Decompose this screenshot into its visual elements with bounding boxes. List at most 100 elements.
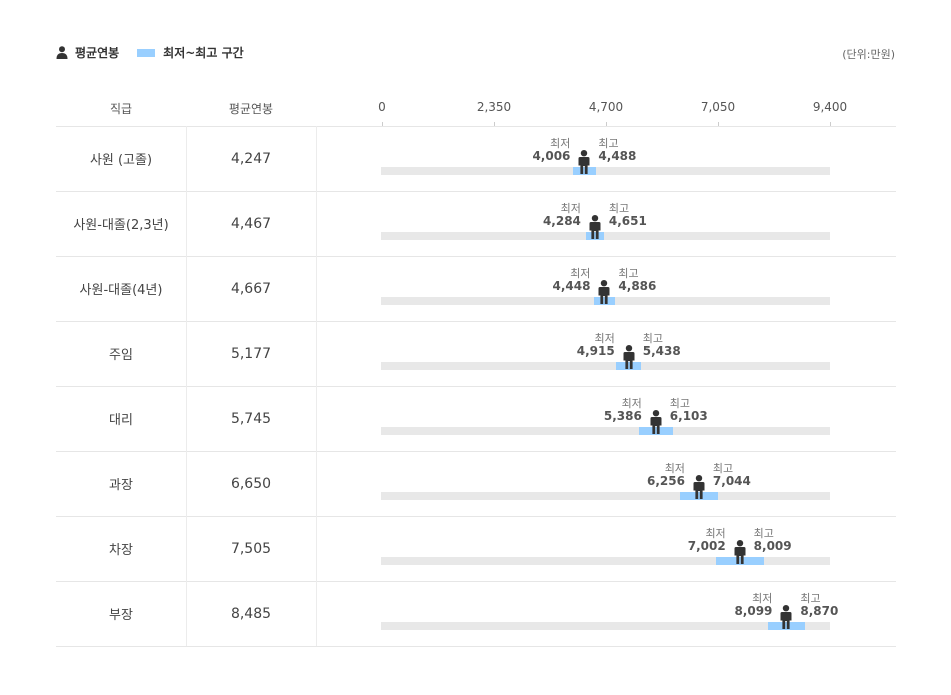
- avg-salary-value: 4,667: [230, 280, 272, 297]
- range-track: [381, 167, 830, 175]
- x-tick-mark: [606, 122, 607, 127]
- max-value: 4,651: [608, 214, 647, 228]
- min-caption: 최저: [752, 592, 773, 605]
- max-label: 최고 4,886: [618, 267, 656, 293]
- legend: 평균연봉 최저~최고 구간: [56, 44, 262, 61]
- range-track: [381, 557, 830, 565]
- avg-marker-person-icon: [777, 605, 795, 629]
- min-caption: 최저: [621, 397, 642, 410]
- avg-marker-person-icon: [690, 475, 708, 499]
- range-bar: [616, 362, 642, 370]
- column-divider: [316, 126, 317, 646]
- rank-label: 사원-대졸(4년): [79, 283, 163, 298]
- min-label: 최저 7,002: [688, 527, 726, 553]
- avg-marker-person-icon: [731, 540, 749, 564]
- legend-item-avg: 평균연봉: [56, 44, 119, 61]
- rank-label: 사원 (고졸): [89, 153, 153, 168]
- min-value: 4,448: [552, 279, 591, 293]
- unit-label: (단위:만원): [842, 48, 895, 61]
- min-value: 4,915: [576, 344, 615, 358]
- range-bar: [593, 297, 615, 305]
- range-bar: [715, 557, 764, 565]
- rank-label: 차장: [109, 543, 133, 558]
- avg-marker-person-icon: [620, 345, 638, 369]
- min-value: 6,256: [646, 474, 685, 488]
- min-caption: 최저: [594, 332, 615, 345]
- max-caption: 최고: [642, 332, 663, 345]
- row-divider: [56, 581, 896, 582]
- min-caption: 최저: [560, 202, 581, 215]
- x-tick-label: 0: [378, 100, 386, 114]
- max-caption: 최고: [598, 137, 619, 150]
- row-divider: [56, 321, 896, 322]
- max-value: 8,009: [753, 539, 792, 553]
- max-value: 4,488: [598, 149, 637, 163]
- max-label: 최고 6,103: [670, 397, 708, 423]
- min-value: 4,006: [532, 149, 571, 163]
- max-label: 최고 7,044: [713, 462, 751, 488]
- min-label: 최저 8,099: [734, 592, 772, 618]
- max-value: 7,044: [712, 474, 751, 488]
- min-value: 5,386: [603, 409, 642, 423]
- rank-label: 주임: [109, 348, 133, 363]
- max-caption: 최고: [669, 397, 691, 410]
- min-label: 최저 4,006: [532, 137, 570, 163]
- max-label: 최고 8,870: [800, 592, 838, 618]
- avg-salary-value: 4,467: [230, 215, 272, 232]
- rank-label: 대리: [109, 413, 133, 428]
- range-bar: [572, 167, 596, 175]
- legend-range-swatch: [137, 48, 156, 57]
- row-divider: [56, 386, 896, 387]
- max-caption: 최고: [800, 592, 821, 605]
- max-value: 6,103: [669, 409, 708, 423]
- min-caption: 최저: [550, 137, 571, 150]
- avg-salary-value: 5,177: [230, 345, 272, 362]
- min-caption: 최저: [705, 527, 726, 540]
- rank-label: 과장: [109, 478, 133, 493]
- range-bar: [680, 492, 718, 500]
- legend-item-range: 최저~최고 구간: [137, 44, 244, 61]
- x-tick-label: 9,400: [812, 100, 848, 114]
- min-label: 최저 6,256: [647, 462, 685, 488]
- x-tick-mark: [830, 122, 831, 127]
- avg-salary-value: 7,505: [230, 540, 272, 557]
- avg-marker-person-icon: [575, 150, 593, 174]
- legend-range-label: 최저~최고 구간: [163, 46, 244, 60]
- x-tick-mark: [718, 122, 719, 127]
- min-caption: 최저: [664, 462, 685, 475]
- avg-marker-person-icon: [647, 410, 665, 434]
- range-track: [381, 362, 830, 370]
- max-value: 8,870: [800, 604, 839, 618]
- column-divider: [186, 126, 187, 646]
- range-bar: [767, 622, 805, 630]
- max-label: 최고 8,009: [754, 527, 792, 553]
- max-value: 4,886: [618, 279, 657, 293]
- header-avg: 평균연봉: [228, 102, 274, 116]
- header-rank: 직급: [109, 102, 133, 116]
- range-track: [381, 232, 830, 240]
- max-caption: 최고: [608, 202, 630, 215]
- min-label: 최저 5,386: [604, 397, 642, 423]
- min-value: 8,099: [734, 604, 773, 618]
- row-divider: [56, 126, 896, 127]
- avg-salary-value: 8,485: [230, 605, 272, 622]
- max-label: 최고 4,651: [609, 202, 647, 228]
- max-caption: 최고: [712, 462, 734, 475]
- min-label: 최저 4,284: [543, 202, 581, 228]
- max-value: 5,438: [642, 344, 681, 358]
- row-divider: [56, 256, 896, 257]
- avg-marker-person-icon: [586, 215, 604, 239]
- rank-label: 사원-대졸(2,3년): [73, 218, 169, 233]
- x-tick-label: 4,700: [588, 100, 624, 114]
- x-tick-mark: [494, 122, 495, 127]
- min-label: 최저 4,915: [577, 332, 615, 358]
- row-divider: [56, 191, 896, 192]
- range-track: [381, 492, 830, 500]
- avg-salary-value: 4,247: [230, 150, 272, 167]
- row-divider: [56, 451, 896, 452]
- min-value: 4,284: [542, 214, 581, 228]
- max-label: 최고 5,438: [643, 332, 681, 358]
- rank-label: 부장: [109, 608, 133, 623]
- max-caption: 최고: [753, 527, 774, 540]
- x-tick-label: 2,350: [476, 100, 512, 114]
